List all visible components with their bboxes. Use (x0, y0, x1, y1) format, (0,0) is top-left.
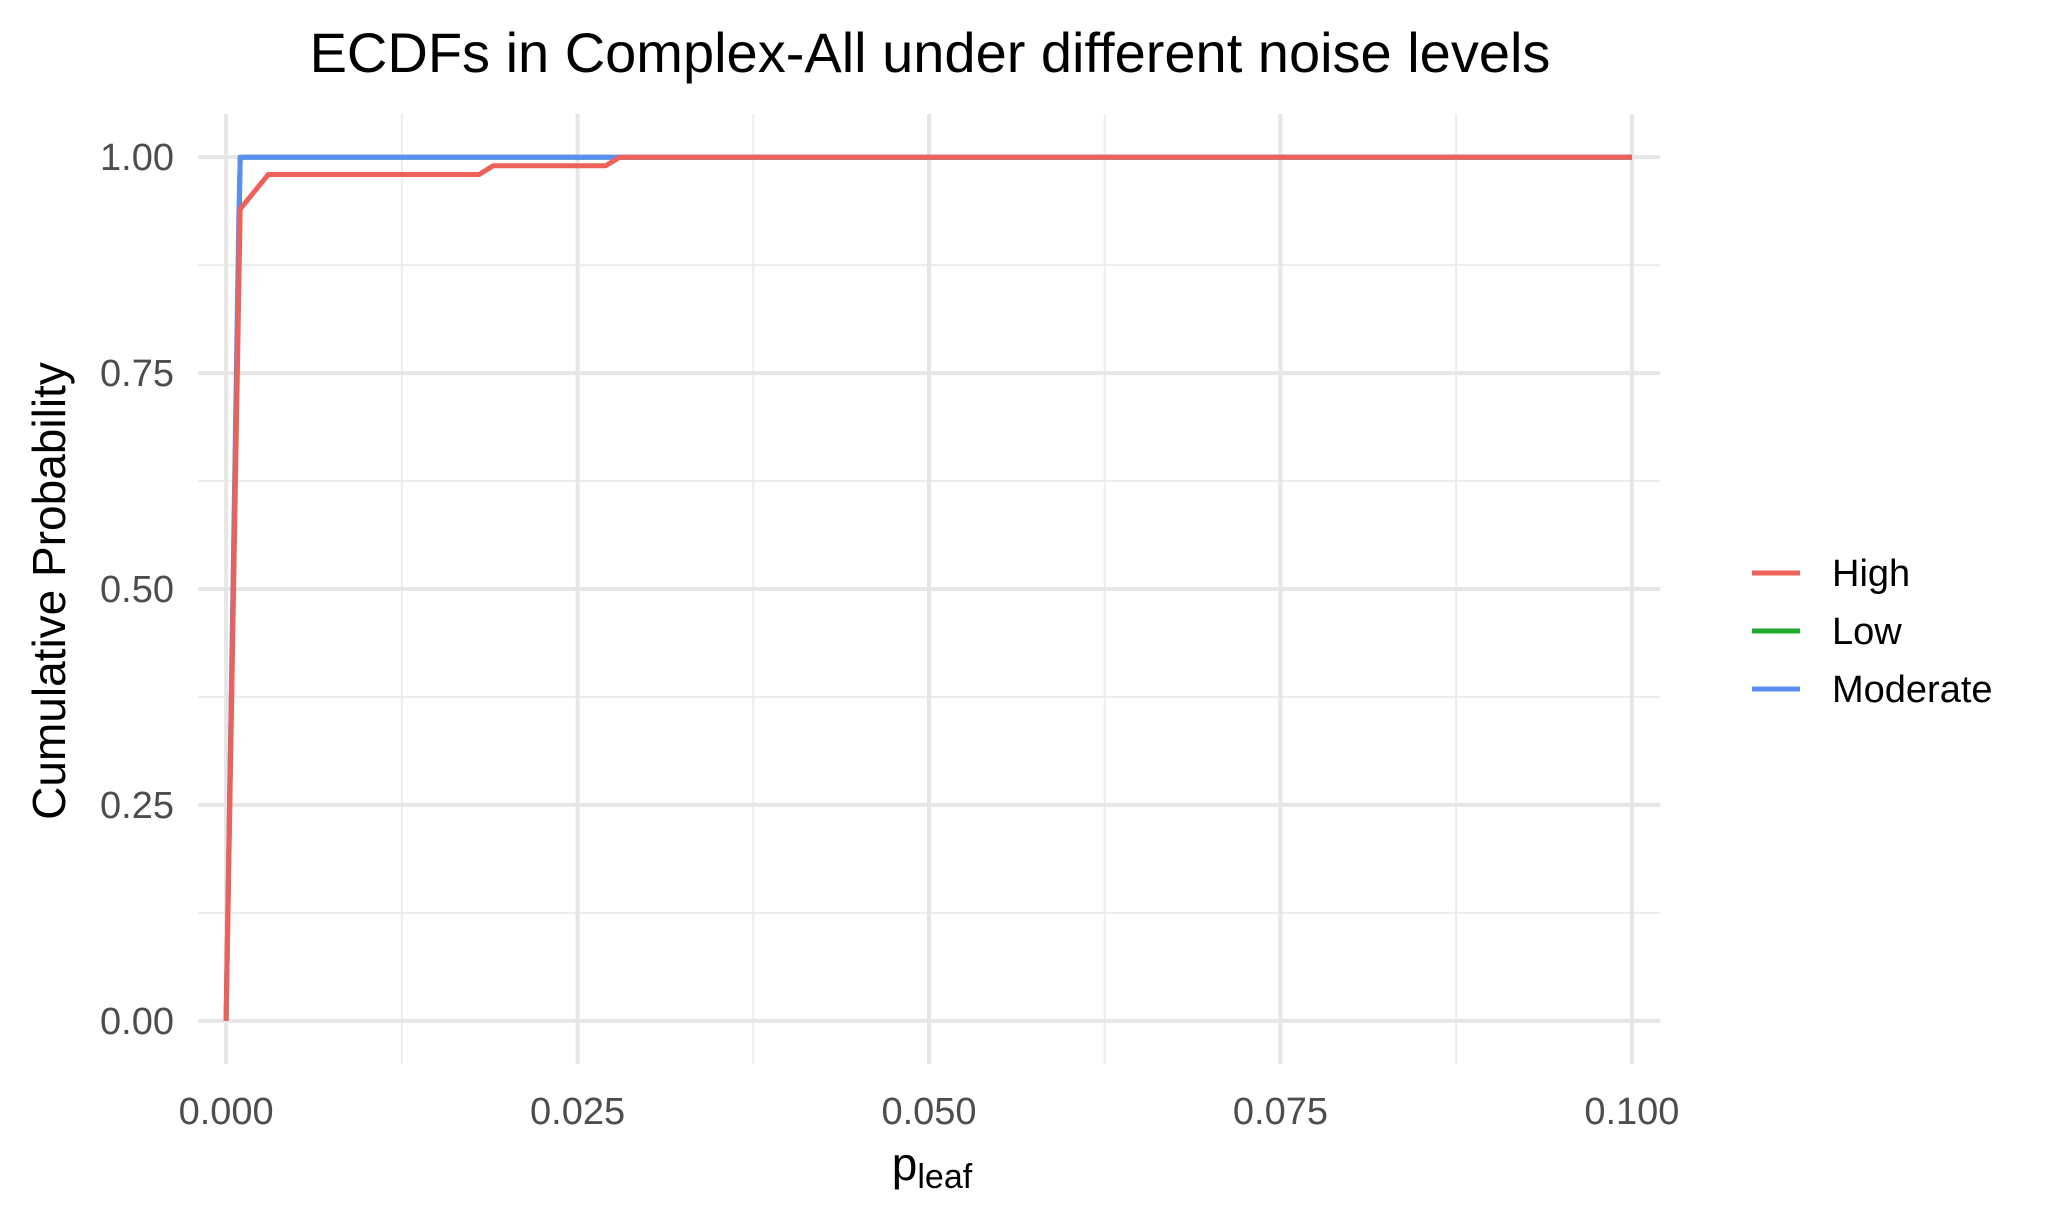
y-axis-ticks: 0.00 0.25 0.50 0.75 1.00 (100, 137, 174, 1043)
x-tick-label-0: 0.000 (179, 1091, 274, 1133)
x-axis-label: pleaf (892, 1138, 973, 1196)
y-tick-label-4: 1.00 (100, 137, 174, 179)
x-tick-label-2: 0.050 (881, 1091, 976, 1133)
legend: High Low Moderate (1752, 553, 1993, 711)
x-axis-ticks: 0.000 0.025 0.050 0.075 0.100 (179, 1091, 1680, 1133)
major-gridlines (198, 114, 1660, 1064)
x-tick-label-4: 0.100 (1584, 1091, 1679, 1133)
x-axis-label-main: p (892, 1138, 918, 1190)
legend-label-moderate: Moderate (1832, 669, 1993, 711)
series-layer (223, 154, 1632, 1021)
x-axis-label-subscript: leaf (917, 1158, 972, 1196)
y-axis-label: Cumulative Probability (23, 362, 75, 820)
y-tick-label-3: 0.75 (100, 353, 174, 395)
y-tick-label-1: 0.25 (100, 785, 174, 827)
series-line-high (223, 154, 1632, 1021)
y-tick-label-0: 0.00 (100, 1001, 174, 1043)
x-tick-label-1: 0.025 (530, 1091, 625, 1133)
x-tick-label-3: 0.075 (1233, 1091, 1328, 1133)
chart-title: ECDFs in Complex-All under different noi… (310, 21, 1551, 84)
legend-label-high: High (1832, 553, 1910, 595)
y-tick-label-2: 0.50 (100, 569, 174, 611)
legend-label-low: Low (1832, 611, 1902, 653)
